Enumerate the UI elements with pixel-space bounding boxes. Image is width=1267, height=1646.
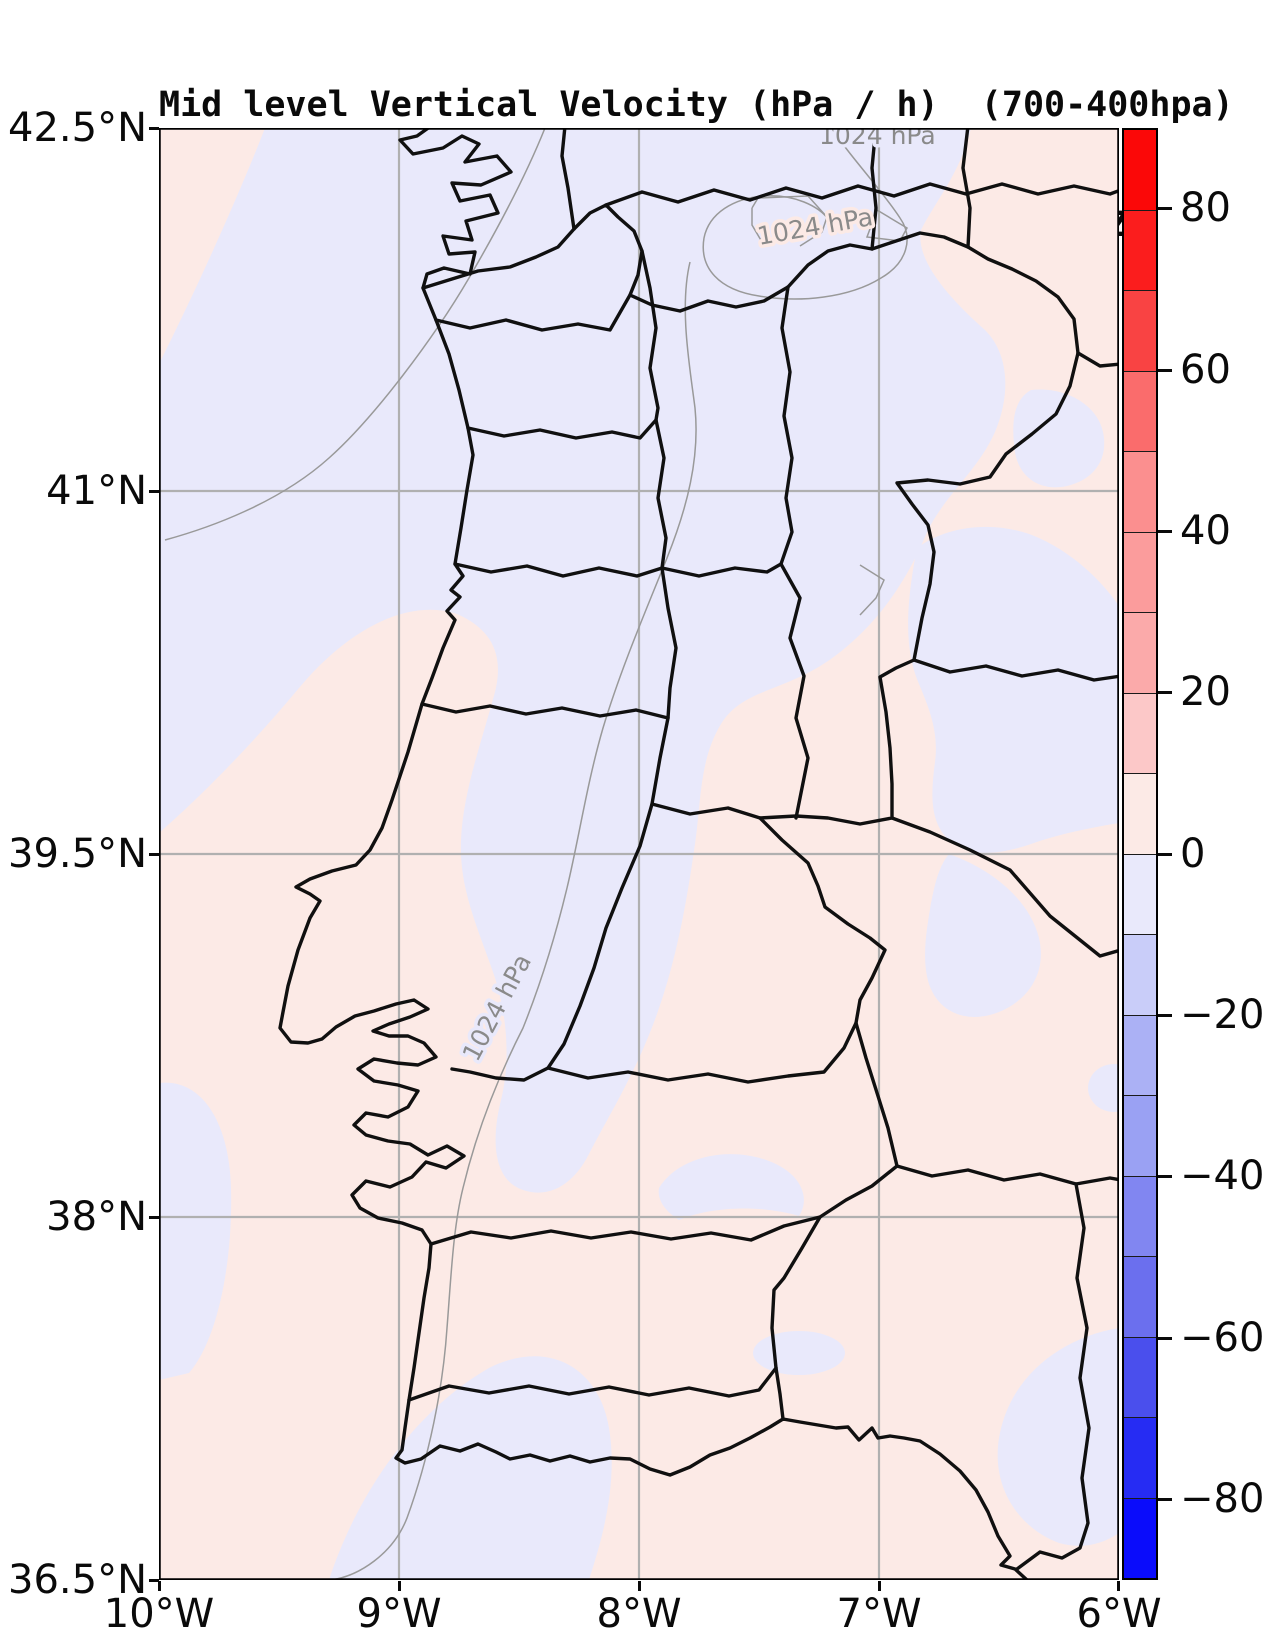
y-tick-label: 38°N xyxy=(46,1194,147,1240)
colorbar-tick-label: 60 xyxy=(1180,347,1231,393)
grid-lines xyxy=(159,128,1119,1580)
colorbar-tick-label: −20 xyxy=(1180,992,1265,1038)
colorbar-band xyxy=(1124,1175,1156,1256)
title-line-1: Mid level Vertical Velocity (hPa / h) (7… xyxy=(159,85,1234,125)
colorbar-band xyxy=(1124,934,1156,1015)
colorbar-tick-label: −80 xyxy=(1180,1476,1265,1522)
colorbar-band xyxy=(1124,1336,1156,1417)
colorbar-band xyxy=(1124,290,1156,371)
isobar-label-top: 1024 hPa xyxy=(819,128,936,150)
colorbar-band xyxy=(1124,1014,1156,1095)
colorbar-band xyxy=(1124,612,1156,693)
colorbar-tick-label: 0 xyxy=(1180,831,1206,877)
colorbar-band xyxy=(1124,1095,1156,1176)
colorbar-band xyxy=(1124,370,1156,451)
map-plot-area: 1024 hPa 1024 hPa 1024 hPa xyxy=(159,128,1119,1580)
colorbar-tick-label: 40 xyxy=(1180,508,1231,554)
colorbar-tick-label: 80 xyxy=(1180,185,1231,231)
colorbar-band xyxy=(1124,209,1156,290)
x-tick-label: 7°W xyxy=(836,1591,922,1637)
isobar-contours xyxy=(164,128,908,1580)
y-tick-label: 39.5°N xyxy=(8,831,147,877)
colorbar-band xyxy=(1124,130,1156,210)
colorbar-tick-label: 20 xyxy=(1180,669,1231,715)
x-tick-label: 6°W xyxy=(1076,1591,1162,1637)
colorbar-band xyxy=(1124,451,1156,532)
x-tick-label: 10°W xyxy=(103,1591,215,1637)
colorbar-band xyxy=(1124,692,1156,773)
x-tick-label: 8°W xyxy=(596,1591,682,1637)
colorbar-band xyxy=(1124,1417,1156,1498)
colorbar-tick-label: −60 xyxy=(1180,1315,1265,1361)
portugal-spain-border xyxy=(421,203,1080,1421)
colorbar-band xyxy=(1124,853,1156,934)
y-tick-label: 36.5°N xyxy=(8,1557,147,1603)
country-district-boundaries xyxy=(278,128,1119,1580)
map-canvas: 1024 hPa 1024 hPa 1024 hPa xyxy=(159,128,1119,1580)
colorbar-band xyxy=(1124,1256,1156,1337)
field-negative-fill xyxy=(159,128,1119,1580)
colorbar-band xyxy=(1124,531,1156,612)
colorbar-band xyxy=(1124,1497,1156,1578)
y-tick-label: 41°N xyxy=(46,468,147,514)
colorbar-band xyxy=(1124,773,1156,854)
colorbar-tick-label: −40 xyxy=(1180,1153,1265,1199)
y-tick-label: 42.5°N xyxy=(8,105,147,151)
colorbar xyxy=(1122,128,1158,1580)
coastline xyxy=(278,128,1029,1580)
x-tick-label: 9°W xyxy=(356,1591,442,1637)
